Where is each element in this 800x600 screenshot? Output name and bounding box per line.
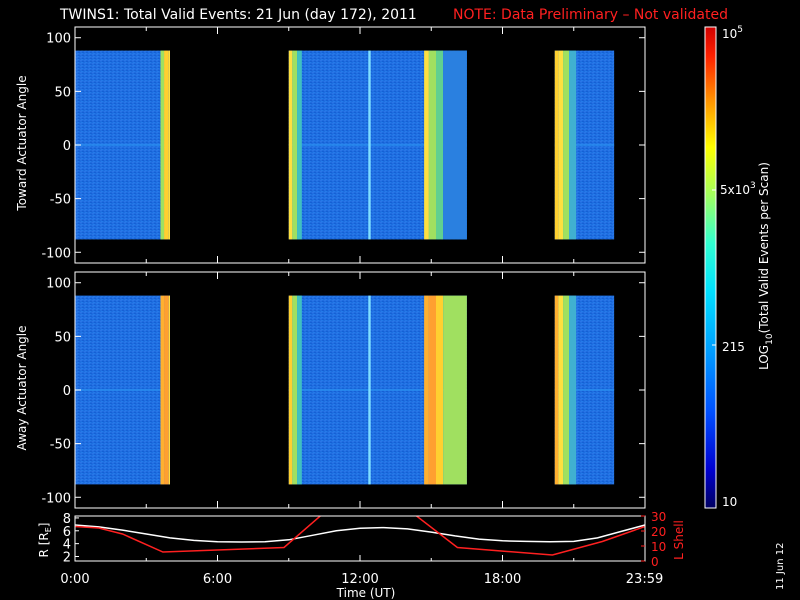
intensity-band-3 [368, 50, 371, 240]
data-segment-0 [75, 50, 170, 240]
data-segment-2 [554, 295, 615, 485]
date-stamp: 11 Jun 12 [775, 543, 786, 590]
r-tick-label: 2 [63, 551, 71, 566]
y-tick-label: 50 [54, 330, 71, 345]
r-tick-label: 8 [63, 512, 71, 527]
intensity-band-1 [558, 295, 564, 485]
colorbar: 105 5x103 215 10 LOG10(Total Valid Event… [704, 25, 775, 509]
intensity-band-7 [443, 50, 467, 240]
colorbar-gradient [704, 26, 717, 509]
intensity-band-1 [164, 50, 169, 240]
intensity-band-0 [160, 295, 165, 485]
r-tick-label: 4 [63, 538, 71, 553]
lshell-tick-label: 0 [651, 555, 659, 569]
intensity-band-2 [563, 50, 569, 240]
y-tick-label: -50 [50, 193, 71, 208]
away-heatmap-panel: 100 50 0 -50 -100 [41, 271, 646, 509]
intensity-band-2 [563, 295, 569, 485]
preliminary-note: NOTE: Data Preliminary – Not validated [453, 7, 728, 23]
line-panel-background [75, 516, 645, 561]
intensity-band-1 [292, 295, 298, 485]
colorbar-tick-5k: 5x103 [720, 181, 756, 197]
intensity-band-0 [554, 295, 559, 485]
intensity-band-1 [164, 295, 169, 485]
intensity-band-7 [443, 295, 467, 485]
y-tick-label: 100 [46, 32, 71, 47]
intensity-band-3 [569, 50, 577, 240]
time-axis-title: Time (UT) [336, 586, 396, 600]
plot-title: TWINS1: Total Valid Events: 21 Jun (day … [59, 7, 417, 23]
intensity-band-0 [288, 50, 293, 240]
intensity-band-4 [424, 295, 429, 485]
data-segment-1 [288, 295, 467, 485]
zero-line-stripe [288, 143, 467, 146]
y-tick-label: 100 [46, 277, 71, 292]
intensity-band-1 [292, 50, 298, 240]
colorbar-title: LOG10(Total Valid Events per Scan) [757, 162, 775, 370]
intensity-band-6 [436, 50, 444, 240]
intensity-band-3 [569, 295, 577, 485]
zero-line-stripe [554, 143, 615, 146]
intensity-band-5 [428, 50, 436, 240]
intensity-band-5 [428, 295, 436, 485]
away-axis-title: Away Actuator Angle [15, 325, 29, 450]
colorbar-tick-max: 105 [722, 25, 743, 41]
colorbar-tick-min: 10 [722, 495, 737, 509]
intensity-band-2 [297, 50, 302, 240]
r-tick-label: 6 [63, 525, 71, 540]
colorbar-tick-215: 215 [722, 340, 745, 354]
data-segment-1 [288, 50, 467, 240]
y-tick-label: -50 [50, 438, 71, 453]
intensity-band-2 [297, 295, 302, 485]
data-segment-2 [554, 50, 615, 240]
time-tick-label: 18:00 [484, 572, 521, 587]
intensity-band-0 [554, 50, 559, 240]
y-tick-label: 0 [63, 139, 71, 154]
intensity-band-1 [558, 50, 564, 240]
time-tick-label: 12:00 [341, 572, 378, 587]
lshell-tick-label: 10 [651, 540, 666, 554]
toward-heatmap-panel: 100 50 0 -50 -100 [41, 26, 646, 264]
data-segment-0 [75, 295, 170, 485]
intensity-band-0 [288, 295, 293, 485]
lshell-tick-label: 30 [651, 510, 666, 524]
zero-line-stripe [75, 388, 170, 391]
r-axis-title: R [RE] [37, 523, 53, 558]
y-tick-label: 50 [54, 85, 71, 100]
intensity-band-2 [168, 295, 170, 485]
intensity-band-4 [424, 50, 429, 240]
intensity-band-0 [160, 50, 165, 240]
intensity-band-6 [436, 295, 444, 485]
y-tick-label: -100 [41, 246, 71, 261]
r-distance-line [75, 524, 645, 543]
zero-line-stripe [554, 388, 615, 391]
lshell-line [75, 516, 645, 556]
intensity-band-3 [368, 295, 371, 485]
zero-line-stripe [75, 143, 170, 146]
y-tick-label: -100 [41, 491, 71, 506]
time-tick-label: 23:59 [626, 572, 663, 587]
lshell-tick-label: 20 [651, 525, 666, 539]
lshell-axis-title: L Shell [672, 520, 686, 560]
time-tick-label: 0:00 [60, 572, 89, 587]
toward-axis-title: Toward Actuator Angle [15, 75, 29, 211]
zero-line-stripe [288, 388, 467, 391]
time-tick-label: 6:00 [203, 572, 232, 587]
intensity-band-2 [168, 50, 170, 240]
y-tick-label: 0 [63, 384, 71, 399]
